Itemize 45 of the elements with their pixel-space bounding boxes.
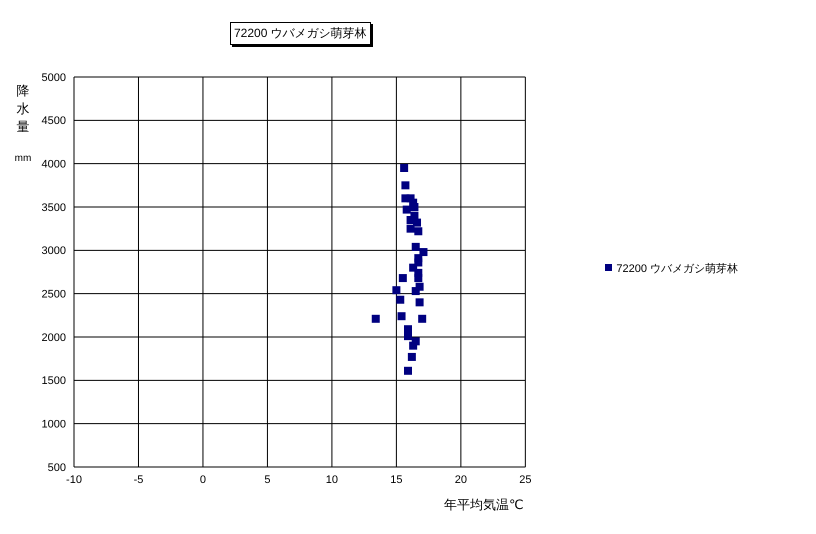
x-tick-label: 10 [326,474,338,486]
point [412,242,420,251]
point [419,248,428,256]
point [402,206,411,214]
y-tick-label: 2000 [42,332,66,344]
point [418,314,426,323]
point [412,287,420,296]
y-tick-label: 1000 [42,418,66,431]
y-tick-label: 1500 [42,375,66,388]
point [400,164,408,172]
point [414,227,422,236]
point [413,218,422,227]
point [404,366,412,375]
y-tick-label: 5000 [42,72,66,84]
x-tick-label: -10 [66,474,82,486]
point [392,286,400,294]
x-tick-label: 5 [264,474,270,486]
text: 降水量 mm [14,83,32,164]
y-tick-label: 2500 [42,288,66,301]
point [414,274,422,282]
y-tick-label: 500 [48,462,66,474]
point [406,224,415,233]
point [398,312,406,320]
y-tick-label: 3000 [42,245,66,258]
x-axis-title: 年平均気温℃ [444,496,524,514]
x-tick-label: 0 [200,474,206,486]
legend-label: 72200 ウバメガシ萌芽林 [616,263,738,275]
x-tick-label: 25 [519,474,532,486]
point [372,314,380,323]
point [396,296,404,304]
chart-title: 72200 ウバメガシ萌芽林 [230,22,371,45]
point [416,298,424,306]
point [401,181,410,190]
point [410,203,418,211]
point [404,332,412,340]
y-tick-label: 4500 [42,115,66,128]
x-tick-label: 20 [454,474,467,486]
point [409,264,418,272]
x-tick-label: 15 [390,474,403,486]
y-tick-label: 3500 [42,202,66,214]
point [398,274,407,282]
y-tick-label: 4000 [42,158,66,171]
point [409,342,418,350]
x-tick-label: -5 [134,474,144,486]
point [408,352,416,361]
